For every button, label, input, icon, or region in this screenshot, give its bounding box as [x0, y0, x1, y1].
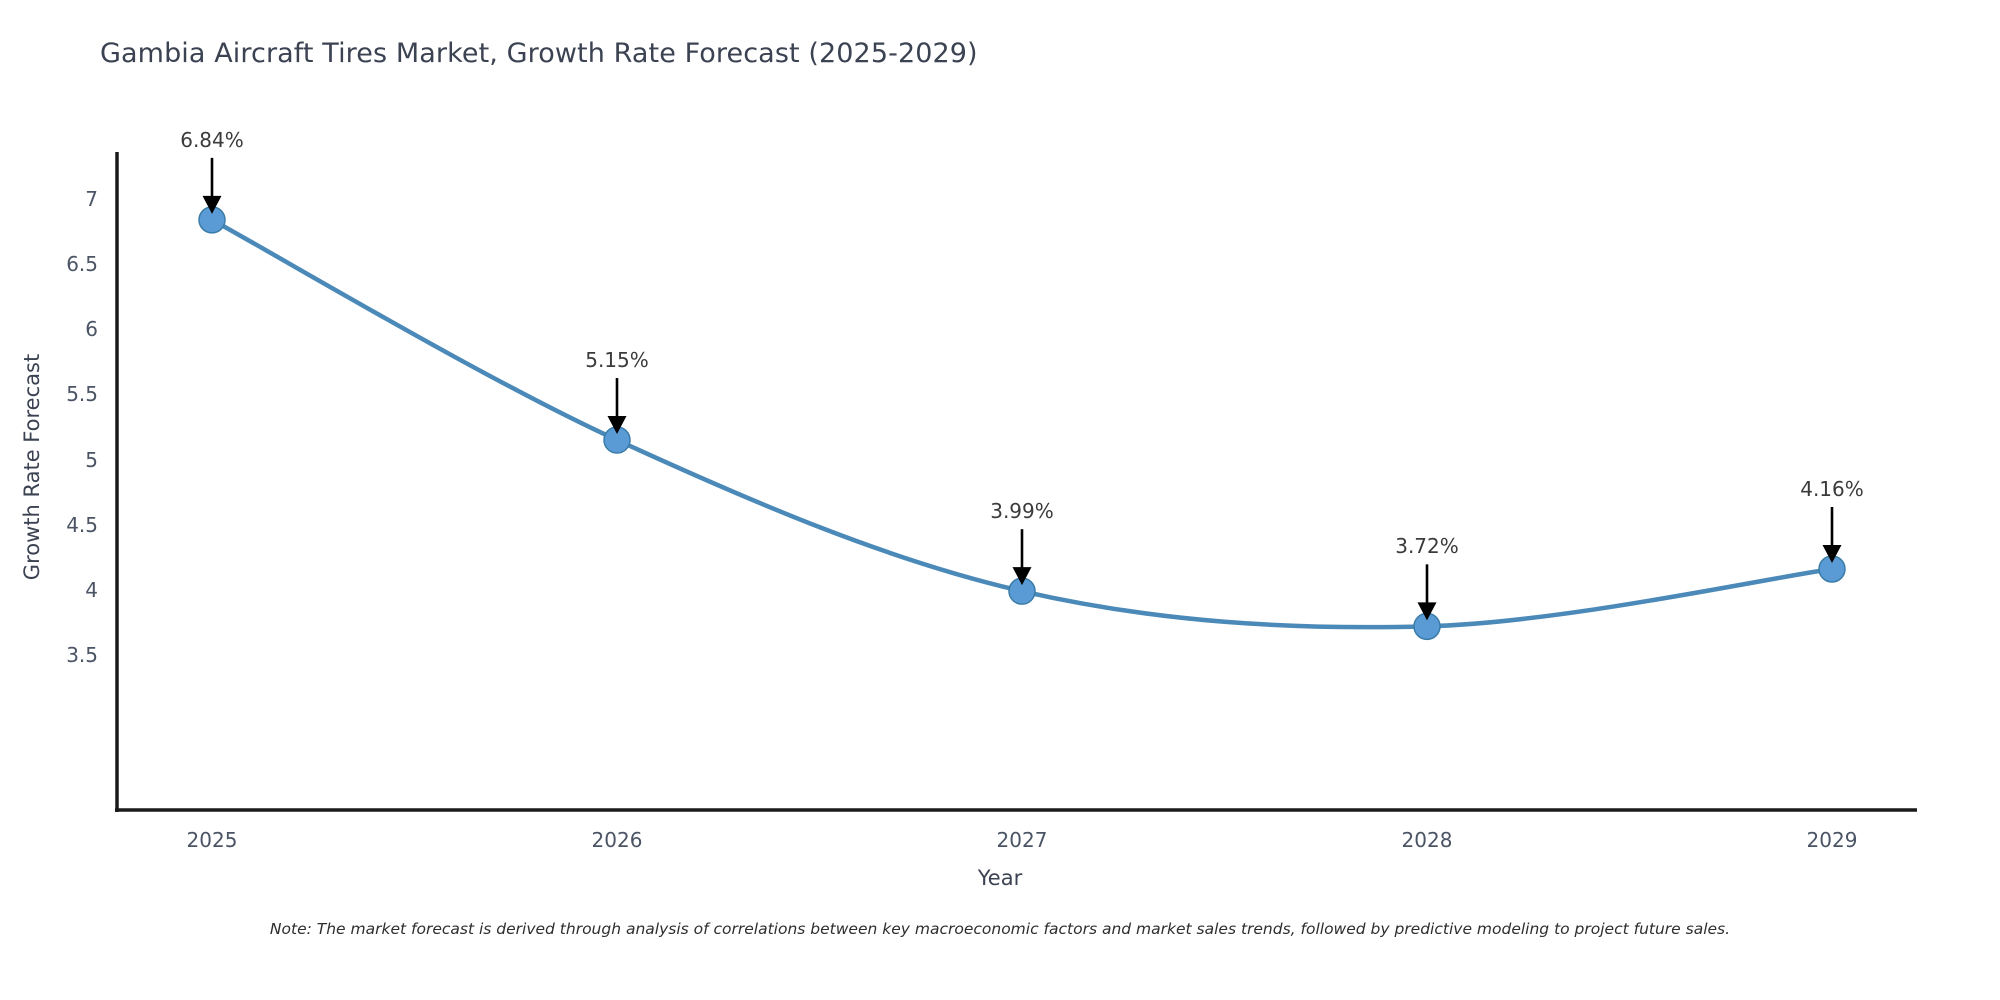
- annotation-arrow-head: [1822, 545, 1842, 564]
- y-tick-label: 6.5: [66, 252, 98, 277]
- y-tick-label: 4.5: [66, 512, 98, 537]
- data-point-label: 4.16%: [1800, 477, 1864, 501]
- data-point-label: 5.15%: [585, 348, 649, 373]
- annotation-arrow-head: [607, 416, 627, 435]
- x-tick-label: 2027: [996, 828, 1048, 852]
- x-tick-label: 2026: [591, 828, 643, 852]
- annotation-arrow-head: [202, 195, 222, 214]
- chart-title: Gambia Aircraft Tires Market, Growth Rat…: [100, 38, 978, 69]
- series-markers: [198, 206, 1846, 641]
- y-tick-label: 7: [85, 187, 98, 211]
- x-axis-title: Year: [977, 866, 1023, 890]
- annotation-arrow-head: [1012, 567, 1032, 586]
- x-tick-label: 2029: [1806, 828, 1858, 852]
- y-tick-label: 4: [85, 577, 98, 602]
- y-tick-label: 3.5: [66, 643, 98, 667]
- y-tick-label: 5.5: [66, 382, 98, 407]
- y-tick-label: 6: [85, 317, 98, 342]
- y-tick-label: 5: [85, 447, 98, 472]
- chart-footnote: Note: The market forecast is derived thr…: [269, 920, 1731, 938]
- axis-lines: [115, 152, 1917, 812]
- x-tick-label: 2025: [186, 828, 238, 852]
- x-tick-label: 2028: [1401, 828, 1453, 852]
- data-point-label: 6.84%: [180, 127, 244, 152]
- annotation-arrows: [202, 157, 1842, 621]
- data-point-label: 3.99%: [990, 499, 1054, 524]
- data-point-label: 3.72%: [1395, 534, 1459, 559]
- annotation-arrow-head: [1417, 602, 1437, 621]
